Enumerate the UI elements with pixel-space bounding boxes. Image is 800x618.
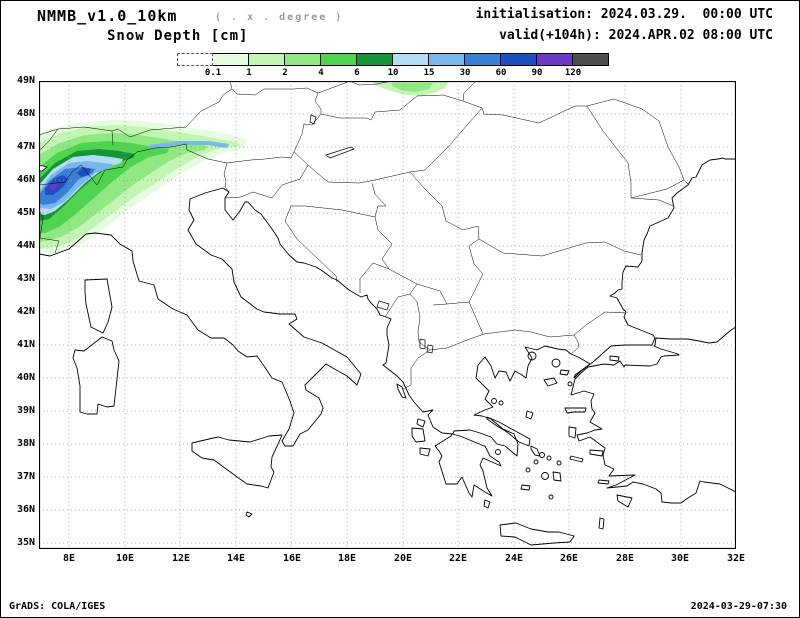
valid-time: valid(+104h): 2024.APR.02 08:00 UTC: [499, 28, 773, 43]
colorbar-tick: 90: [531, 68, 543, 78]
map-canvas: [39, 81, 736, 549]
colorbar-tick: 6: [354, 68, 360, 78]
map-frame: [39, 81, 736, 549]
snow-shade-alps-core2: [77, 167, 91, 177]
colorbar-tick: 0.1: [204, 68, 222, 78]
colorbar-tick: 60: [495, 68, 507, 78]
lat-tick-label: 45N: [16, 207, 35, 218]
island-malta: [245, 511, 253, 518]
island-sicily: [191, 434, 283, 489]
island-euboea: [486, 416, 531, 447]
coastline-peloponnese: [434, 433, 502, 498]
colorbar: [177, 53, 609, 66]
colorbar-tick: 4: [318, 68, 324, 78]
lon-tick-label: 28E: [615, 553, 635, 564]
lake-scutari: [376, 300, 390, 311]
island-corsica: [84, 278, 113, 334]
snow-shade-tatra-l2: [391, 83, 433, 92]
colorbar-segment: [213, 53, 249, 66]
aegean-islands: [491, 351, 633, 530]
colorbar-segment: [465, 53, 501, 66]
colorbar-segment: [537, 53, 573, 66]
lon-tick-label: 30E: [670, 553, 690, 564]
lat-tick-label: 42N: [16, 306, 35, 317]
lake-ohrid: [419, 338, 426, 350]
coastline-anatolia: [570, 326, 736, 504]
lat-tick-label: 43N: [16, 273, 35, 284]
colorbar-tick: 1: [246, 68, 252, 78]
lat-tick-label: 38N: [16, 438, 35, 449]
lat-tick-label: 49N: [16, 75, 35, 86]
model-title: NMMB_v1.0_10km: [37, 7, 178, 25]
snow-shading: [39, 81, 449, 254]
lon-tick-label: 16E: [282, 553, 302, 564]
colorbar-segment: [357, 53, 393, 66]
lakes: [39, 114, 434, 354]
grid-resolution-note: ( . x . degree ): [215, 12, 344, 23]
island-sardinia: [72, 336, 120, 415]
colorbar-segment: [501, 53, 537, 66]
lon-tick-label: 8E: [62, 553, 76, 564]
colorbar-tick: 2: [282, 68, 288, 78]
colorbar-segment: [321, 53, 357, 66]
lon-tick-label: 26E: [559, 553, 579, 564]
coastlines: [39, 157, 736, 546]
ionian-islands: [396, 383, 491, 509]
lat-tick-label: 39N: [16, 405, 35, 416]
lon-tick-label: 24E: [504, 553, 524, 564]
field-title: Snow Depth [cm]: [107, 28, 249, 44]
lake-prespa: [426, 344, 434, 354]
colorbar-segment: [429, 53, 465, 66]
initialisation-time: initialisation: 2024.03.29. 00:00 UTC: [475, 7, 773, 22]
colorbar-segment: [573, 53, 609, 66]
colorbar-tick: 15: [423, 68, 435, 78]
island-crete: [499, 522, 575, 546]
lake-geneva: [39, 164, 48, 172]
plot-timestamp: 2024-03-29-07:30: [690, 601, 787, 612]
colorbar-segment: [285, 53, 321, 66]
lon-tick-label: 14E: [226, 553, 246, 564]
lon-tick-label: 12E: [171, 553, 191, 564]
lon-tick-label: 18E: [337, 553, 357, 564]
lat-tick-label: 35N: [16, 537, 35, 548]
snow-shade-alps-streak: [149, 141, 229, 149]
lat-tick-label: 46N: [16, 174, 35, 185]
lat-tick-label: 40N: [16, 372, 35, 383]
lon-tick-label: 10E: [115, 553, 135, 564]
lon-tick-label: 20E: [393, 553, 413, 564]
lon-tick-label: 32E: [726, 553, 746, 564]
lat-tick-label: 41N: [16, 339, 35, 350]
lat-tick-label: 36N: [16, 504, 35, 515]
grads-credit: GrADS: COLA/IGES: [9, 601, 106, 612]
coastline-europe-mainland: [39, 157, 736, 457]
lake-neusiedl: [309, 114, 317, 125]
lat-tick-label: 37N: [16, 471, 35, 482]
lon-tick-label: 22E: [448, 553, 468, 564]
colorbar-segment: [393, 53, 429, 66]
colorbar-segment: [177, 53, 213, 66]
lake-balaton: [325, 146, 355, 159]
colorbar-tick: 30: [459, 68, 471, 78]
lat-tick-label: 48N: [16, 108, 35, 119]
colorbar-tick: 10: [387, 68, 399, 78]
lat-tick-label: 47N: [16, 141, 35, 152]
snow-shade-alps-max: [49, 181, 59, 191]
colorbar-segment: [249, 53, 285, 66]
colorbar-tick: 120: [564, 68, 582, 78]
lat-tick-label: 44N: [16, 240, 35, 251]
